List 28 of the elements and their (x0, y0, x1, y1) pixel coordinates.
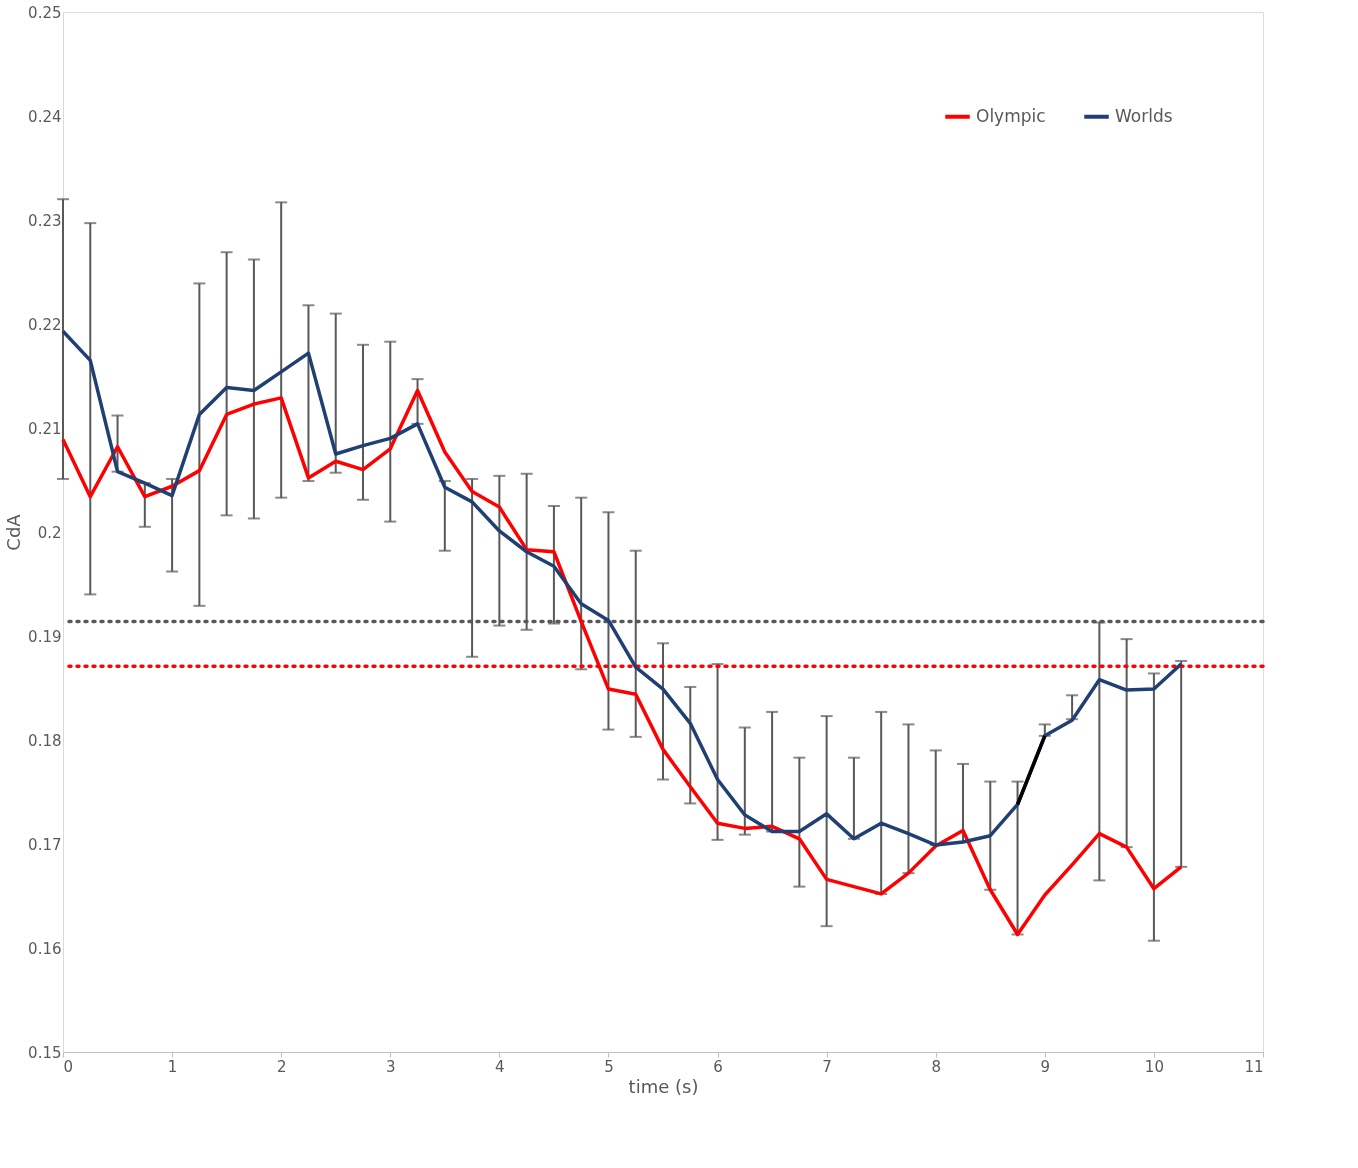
y-tick-label: 0.19 (28, 627, 62, 646)
x-tick-label: 1 (167, 1057, 178, 1076)
x-tick-label: 5 (604, 1057, 614, 1076)
y-axis-title: CdA (3, 513, 25, 551)
x-tick-label: 6 (713, 1057, 723, 1076)
x-tick-label: 10 (1144, 1057, 1164, 1076)
x-tick-label: 11 (1244, 1057, 1264, 1076)
y-tick-label: 0.2 (37, 523, 62, 542)
y-tick-label: 0.17 (28, 835, 62, 854)
y-tick-label: 0.24 (28, 107, 62, 126)
legend-label: Worlds (1115, 105, 1173, 126)
x-tick-label: 9 (1040, 1057, 1051, 1076)
y-tick-label: 0.21 (28, 419, 62, 438)
x-tick-label: 2 (276, 1057, 287, 1076)
y-tick-label: 0.23 (28, 211, 62, 230)
legend-label: Olympic (976, 105, 1046, 126)
y-tick-label: 0.16 (28, 939, 62, 958)
x-tick-label: 4 (495, 1057, 505, 1076)
line-series (61, 329, 1183, 847)
x-tick-label: 0 (63, 1057, 74, 1076)
y-tick-label: 0.22 (28, 315, 62, 334)
y-tick-label: 0.25 (28, 3, 62, 22)
y-tick-label: 0.18 (28, 731, 62, 750)
x-tick-label: 7 (822, 1057, 832, 1076)
y-tick-label: 0.15 (28, 1043, 62, 1062)
x-tick-label: 3 (386, 1057, 396, 1076)
x-axis-title: time (s) (628, 1075, 699, 1097)
x-tick-label: 8 (931, 1057, 941, 1076)
